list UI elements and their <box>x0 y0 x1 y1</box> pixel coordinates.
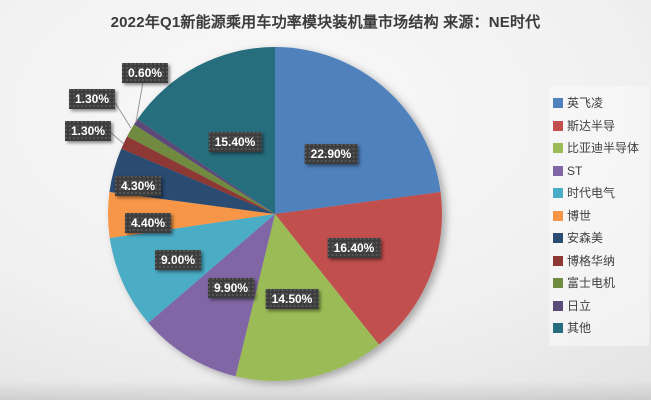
legend-label: 博格华纳 <box>567 253 616 268</box>
legend-label: 斯达半导 <box>567 118 616 133</box>
pie-slice-1 <box>275 192 443 345</box>
leader-line <box>113 100 132 129</box>
legend-swatch-icon <box>553 323 563 333</box>
legend-swatch-icon <box>553 300 563 311</box>
pie-slice-7 <box>121 136 275 214</box>
legend-item-2: 比亚迪半导体 <box>553 141 639 155</box>
legend-label: 比亚迪半导体 <box>567 141 640 155</box>
legend-item-4: 时代电气 <box>553 186 639 200</box>
leader-line <box>109 131 125 145</box>
legend-label: 博世 <box>567 208 592 223</box>
pie-slice-10 <box>137 47 275 214</box>
legend-label: 富士电机 <box>567 276 616 290</box>
legend-swatch-icon <box>553 233 563 243</box>
pie-slice-8 <box>127 124 275 214</box>
pie-slice-9 <box>133 119 275 214</box>
legend-label: ST <box>567 163 583 178</box>
legend-label: 时代电气 <box>567 186 616 200</box>
legend-label: 其他 <box>567 321 592 335</box>
legend-swatch-icon <box>553 255 563 266</box>
legend-item-5: 博世 <box>553 209 639 223</box>
legend-label: 日立 <box>567 298 592 313</box>
legend-item-3: ST <box>553 164 639 178</box>
legend-swatch-icon <box>553 210 563 221</box>
legend-swatch-icon <box>553 98 563 108</box>
legend-item-0: 英飞凌 <box>553 96 639 110</box>
legend-swatch-icon <box>553 143 563 153</box>
legend-label: 英飞凌 <box>567 96 604 110</box>
legend-swatch-icon <box>553 188 563 198</box>
legend-swatch-icon <box>553 278 563 288</box>
legend-swatch-icon <box>553 120 563 131</box>
leader-lines <box>109 81 144 145</box>
legend-item-6: 安森美 <box>553 231 639 245</box>
legend-label: 安森美 <box>567 231 604 245</box>
pie-slice-0 <box>275 47 441 214</box>
pie-slices <box>108 47 443 382</box>
legend-item-1: 斯达半导 <box>553 119 639 133</box>
legend-item-10: 其他 <box>553 321 639 335</box>
legend-item-9: 日立 <box>553 299 639 313</box>
legend: 英飞凌斯达半导比亚迪半导体 ST 时代电气博世安森美博格华纳富士电机日立其他 <box>553 96 639 335</box>
pie-slice-6 <box>109 148 275 214</box>
chart-title: 2022年Q1新能源乘用车功率模块装机量市场结构 来源：NE时代 <box>110 14 541 31</box>
legend-item-8: 富士电机 <box>553 276 639 290</box>
legend-swatch-icon <box>553 165 563 176</box>
legend-panel <box>549 86 649 346</box>
legend-item-7: 博格华纳 <box>553 254 639 268</box>
leader-line <box>135 81 144 123</box>
